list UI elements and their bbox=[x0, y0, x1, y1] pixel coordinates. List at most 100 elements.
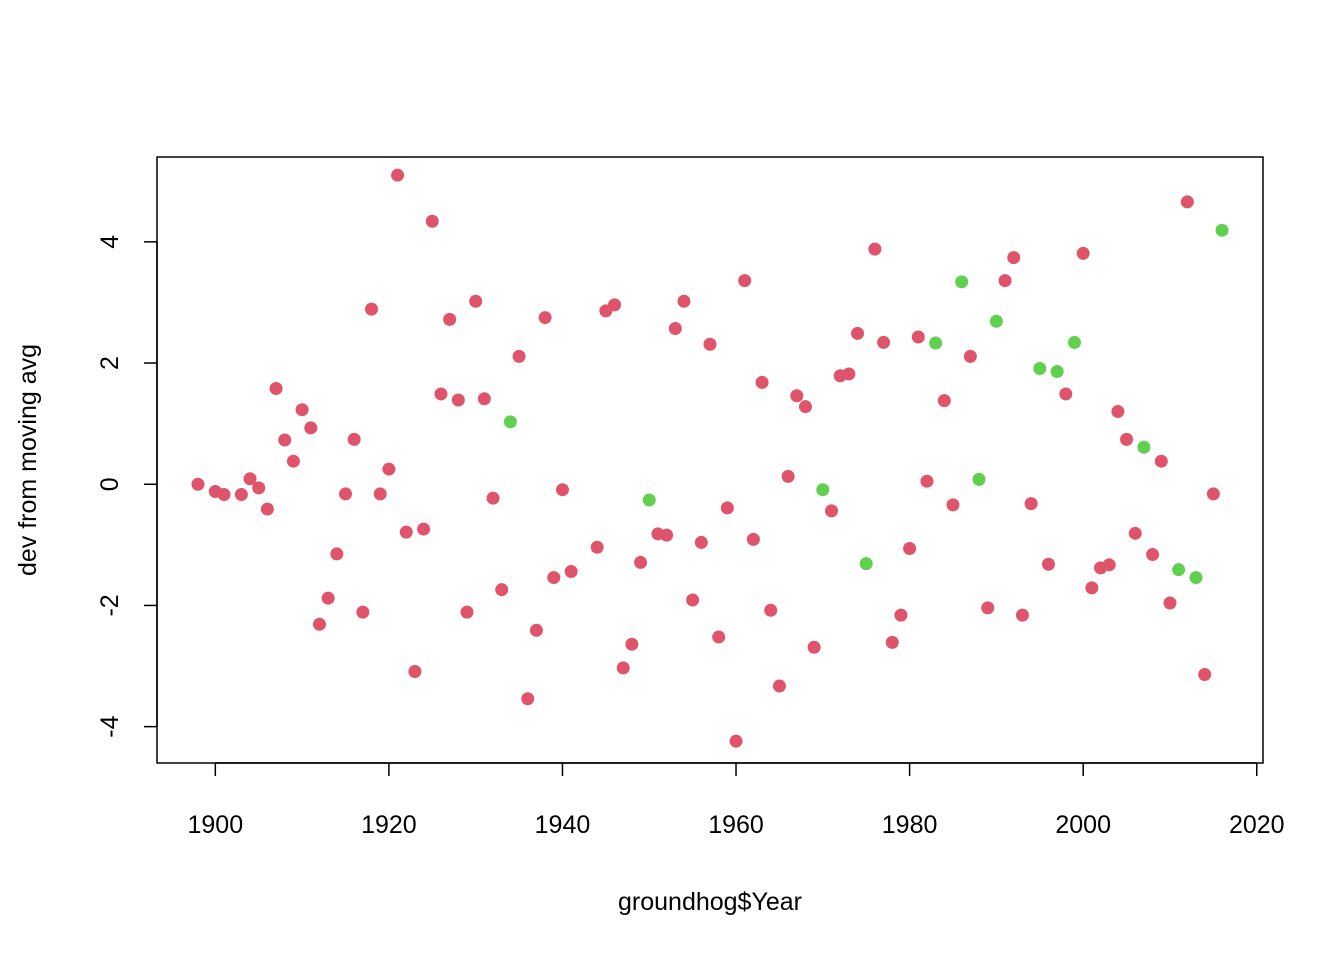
data-point bbox=[963, 349, 977, 363]
data-point bbox=[660, 528, 674, 542]
data-point bbox=[1111, 405, 1125, 419]
data-point bbox=[911, 330, 925, 344]
data-point bbox=[382, 462, 396, 476]
data-point bbox=[972, 472, 986, 486]
data-point bbox=[1206, 487, 1220, 501]
data-point bbox=[842, 367, 856, 381]
data-point bbox=[877, 335, 891, 349]
data-point bbox=[338, 487, 352, 501]
data-point bbox=[555, 483, 569, 497]
data-point bbox=[286, 454, 300, 468]
data-point bbox=[1050, 365, 1064, 379]
data-point bbox=[903, 541, 917, 555]
y-axis-title: dev from moving avg bbox=[14, 344, 42, 576]
data-point bbox=[703, 337, 717, 351]
data-point bbox=[1024, 497, 1038, 511]
data-point bbox=[503, 415, 517, 429]
data-point bbox=[278, 433, 292, 447]
data-point bbox=[486, 491, 500, 505]
data-point bbox=[955, 275, 969, 289]
data-point bbox=[408, 664, 422, 678]
data-point bbox=[1128, 526, 1142, 540]
plot-frame bbox=[156, 156, 1264, 764]
data-point bbox=[434, 387, 448, 401]
data-point bbox=[399, 525, 413, 539]
data-point bbox=[738, 274, 752, 288]
y-tick-label: 2 bbox=[96, 356, 124, 370]
data-point bbox=[1180, 195, 1194, 209]
data-point bbox=[1198, 668, 1212, 682]
data-point bbox=[1154, 454, 1168, 468]
data-point bbox=[460, 605, 474, 619]
data-point bbox=[981, 601, 995, 615]
data-point bbox=[269, 381, 283, 395]
data-point bbox=[260, 502, 274, 516]
data-point bbox=[694, 535, 708, 549]
data-point bbox=[417, 522, 431, 536]
data-point bbox=[191, 477, 205, 491]
data-point bbox=[425, 214, 439, 228]
data-point bbox=[547, 571, 561, 585]
data-point bbox=[920, 474, 934, 488]
data-point bbox=[391, 168, 405, 182]
data-point bbox=[1076, 246, 1090, 260]
data-point bbox=[347, 432, 361, 446]
data-point bbox=[929, 336, 943, 350]
data-point bbox=[712, 630, 726, 644]
data-point bbox=[252, 481, 266, 495]
data-point bbox=[816, 483, 830, 497]
data-point bbox=[1137, 440, 1151, 454]
data-point bbox=[451, 393, 465, 407]
data-point bbox=[243, 472, 257, 486]
data-point bbox=[495, 583, 509, 597]
data-point bbox=[946, 498, 960, 512]
x-tick-label: 1940 bbox=[535, 811, 591, 839]
x-tick-label: 1900 bbox=[188, 811, 244, 839]
data-point bbox=[373, 487, 387, 501]
x-tick-label: 1920 bbox=[361, 811, 417, 839]
data-point bbox=[443, 312, 457, 326]
data-point bbox=[616, 661, 630, 675]
data-point bbox=[859, 557, 873, 571]
data-point bbox=[937, 394, 951, 408]
data-point bbox=[686, 593, 700, 607]
data-point bbox=[868, 242, 882, 256]
data-point bbox=[217, 488, 231, 502]
data-point bbox=[477, 392, 491, 406]
data-point bbox=[521, 692, 535, 706]
data-point bbox=[1007, 251, 1021, 265]
data-point bbox=[1033, 361, 1047, 375]
data-point bbox=[668, 321, 682, 335]
data-point bbox=[1015, 608, 1029, 622]
data-point bbox=[720, 501, 734, 515]
data-point bbox=[1189, 571, 1203, 585]
data-point bbox=[746, 532, 760, 546]
data-point bbox=[356, 605, 370, 619]
data-point bbox=[677, 294, 691, 308]
data-point bbox=[1163, 596, 1177, 610]
data-point bbox=[851, 326, 865, 340]
data-point bbox=[790, 389, 804, 403]
data-point bbox=[608, 298, 622, 312]
data-point bbox=[885, 635, 899, 649]
data-point bbox=[989, 314, 1003, 328]
data-point bbox=[807, 640, 821, 654]
data-point bbox=[798, 400, 812, 414]
y-tick-label: 4 bbox=[96, 235, 124, 249]
data-point bbox=[1215, 223, 1229, 237]
data-point bbox=[1102, 558, 1116, 572]
data-point bbox=[825, 504, 839, 518]
data-point bbox=[234, 488, 248, 502]
data-point bbox=[1085, 581, 1099, 595]
data-point bbox=[894, 608, 908, 622]
data-point bbox=[1059, 387, 1073, 401]
data-point bbox=[998, 274, 1012, 288]
data-point bbox=[729, 734, 743, 748]
data-points bbox=[191, 168, 1229, 748]
data-point bbox=[755, 375, 769, 389]
x-axis-title: groundhog$Year bbox=[618, 888, 802, 916]
y-tick-label: -2 bbox=[96, 594, 124, 616]
data-point bbox=[1146, 548, 1160, 562]
x-tick-label: 1980 bbox=[882, 811, 938, 839]
